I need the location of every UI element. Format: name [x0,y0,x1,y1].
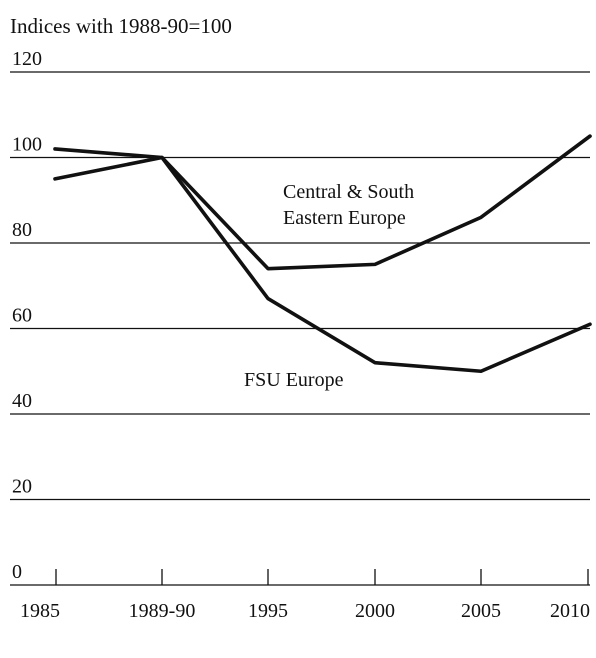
y-axis-tick-labels: 0 20 40 60 80 100 120 [12,48,42,583]
y-tick-label-60: 60 [12,305,32,327]
y-tick-label-20: 20 [12,476,32,498]
chart-title: Indices with 1988-90=100 [10,14,232,38]
series-line-central-south-eastern-europe [53,134,592,271]
x-tick-label-1995: 1995 [248,600,288,622]
y-tick-label-100: 100 [12,134,42,156]
series-lines [53,134,592,374]
x-axis: 1985 1989-90 1995 2000 2005 2010 [20,569,590,622]
series-line-fsu-europe [53,155,592,374]
x-tick-label-2005: 2005 [461,600,501,622]
x-tick-label-1989-90: 1989-90 [129,600,196,622]
x-tick-label-2000: 2000 [355,600,395,622]
x-tick-label-2010: 2010 [550,600,590,622]
x-tick-label-1985: 1985 [20,600,60,622]
series-label-central-south-eastern-europe-line-1: Central & South [283,181,414,203]
series-label-fsu-europe-line-1: FSU Europe [244,369,344,391]
y-tick-label-0: 0 [12,561,22,583]
y-tick-label-80: 80 [12,219,32,241]
series-annotations: Central & South Eastern Europe FSU Europe [244,181,414,391]
y-tick-label-40: 40 [12,390,32,412]
gridlines [10,71,590,586]
series-label-central-south-eastern-europe-line-2: Eastern Europe [283,207,406,229]
y-tick-label-120: 120 [12,48,42,70]
